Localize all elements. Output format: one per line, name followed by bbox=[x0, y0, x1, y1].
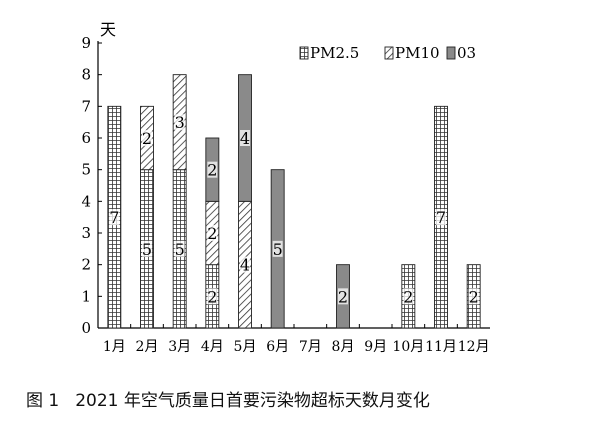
data-label: 7 bbox=[109, 208, 119, 227]
y-axis-label: 天 bbox=[100, 20, 116, 39]
y-tick-label: 4 bbox=[81, 192, 91, 210]
legend: PM2.5 PM10 03 bbox=[299, 44, 476, 62]
data-label-bg bbox=[207, 225, 218, 241]
figure-label: 图 1 bbox=[26, 391, 60, 411]
y-tick-label: 0 bbox=[81, 319, 91, 337]
data-labels: 7 5 2 5 3 2 2 2 4 4 5 2 2 7 2 bbox=[109, 113, 479, 306]
legend-swatch bbox=[384, 46, 394, 60]
data-label: 2 bbox=[207, 287, 217, 306]
x-tick-label: 4月 bbox=[201, 339, 224, 355]
stacked-bar-chart: 0 1 2 3 4 5 6 7 8 9天 1月 2月 3月 4月 5月 6月 7月 8月 9月 10月 11月 12月 7… bbox=[81, 20, 490, 355]
x-tick-label: 7月 bbox=[299, 339, 322, 355]
data-label-bg bbox=[436, 209, 446, 226]
data-label-bg bbox=[403, 288, 414, 305]
bars bbox=[107, 74, 481, 329]
data-label-bg bbox=[174, 114, 185, 131]
data-label: 3 bbox=[175, 113, 185, 132]
data-label-bg bbox=[240, 130, 250, 146]
legend-swatch bbox=[299, 46, 309, 60]
data-label: 5 bbox=[175, 240, 185, 259]
y-tick-label: 7 bbox=[81, 97, 91, 115]
data-label-bg bbox=[142, 130, 152, 146]
data-label-bg bbox=[338, 288, 348, 305]
data-label-bg bbox=[468, 288, 479, 305]
x-tick-label: 6月 bbox=[266, 339, 289, 355]
data-label: 2 bbox=[207, 161, 217, 180]
x-tick-label: 10月 bbox=[392, 339, 424, 355]
data-label-bg bbox=[272, 240, 283, 257]
figure-title: 2021 年空气质量日首要污染物超标天数月变化 bbox=[75, 391, 430, 411]
x-tick-label: 5月 bbox=[234, 339, 257, 355]
figure-caption: 图 1 2021 年空气质量日首要污染物超标天数月变化 bbox=[26, 386, 430, 411]
x-tick-label: 2月 bbox=[136, 339, 159, 355]
y-tick-label: 6 bbox=[81, 129, 91, 147]
data-label-bg bbox=[207, 161, 218, 178]
x-tick-label: 3月 bbox=[168, 339, 191, 355]
y-tick-label: 5 bbox=[81, 161, 91, 179]
y-tick-label: 1 bbox=[81, 287, 91, 305]
data-label: 4 bbox=[240, 256, 250, 275]
y-tick-label: 8 bbox=[81, 66, 91, 84]
data-label: 2 bbox=[142, 129, 152, 148]
data-label: 2 bbox=[469, 287, 479, 306]
legend-label: 03 bbox=[457, 44, 476, 62]
data-label-bg bbox=[240, 256, 250, 273]
data-label: 2 bbox=[403, 287, 413, 306]
x-tick-label: 12月 bbox=[458, 339, 490, 355]
x-tick-label: 1月 bbox=[103, 339, 126, 355]
legend-swatch bbox=[446, 46, 456, 60]
data-label: 5 bbox=[142, 240, 152, 259]
data-label-bg bbox=[174, 240, 185, 257]
x-tick-label: 11月 bbox=[425, 339, 457, 355]
data-label: 4 bbox=[240, 129, 250, 148]
data-label: 5 bbox=[273, 240, 283, 259]
data-label-bg bbox=[109, 209, 120, 226]
x-tick-label: 9月 bbox=[364, 339, 387, 355]
data-label: 7 bbox=[436, 208, 446, 227]
y-tick-label: 9 bbox=[81, 34, 91, 52]
legend-label: PM10 bbox=[395, 44, 440, 62]
data-label: 2 bbox=[338, 287, 348, 306]
y-tick-label: 2 bbox=[81, 256, 91, 274]
x-tick-label: 8月 bbox=[332, 339, 355, 355]
data-label-bg bbox=[142, 240, 152, 257]
data-label-bg bbox=[207, 288, 218, 305]
data-label: 2 bbox=[207, 224, 217, 243]
axes: 0 1 2 3 4 5 6 7 8 9天 1月 2月 3月 4月 5月 6月 7月 8月 9月 10月 11月 12月 bbox=[81, 20, 490, 355]
legend-label: PM2.5 bbox=[310, 44, 359, 62]
y-tick-label: 3 bbox=[81, 224, 91, 242]
